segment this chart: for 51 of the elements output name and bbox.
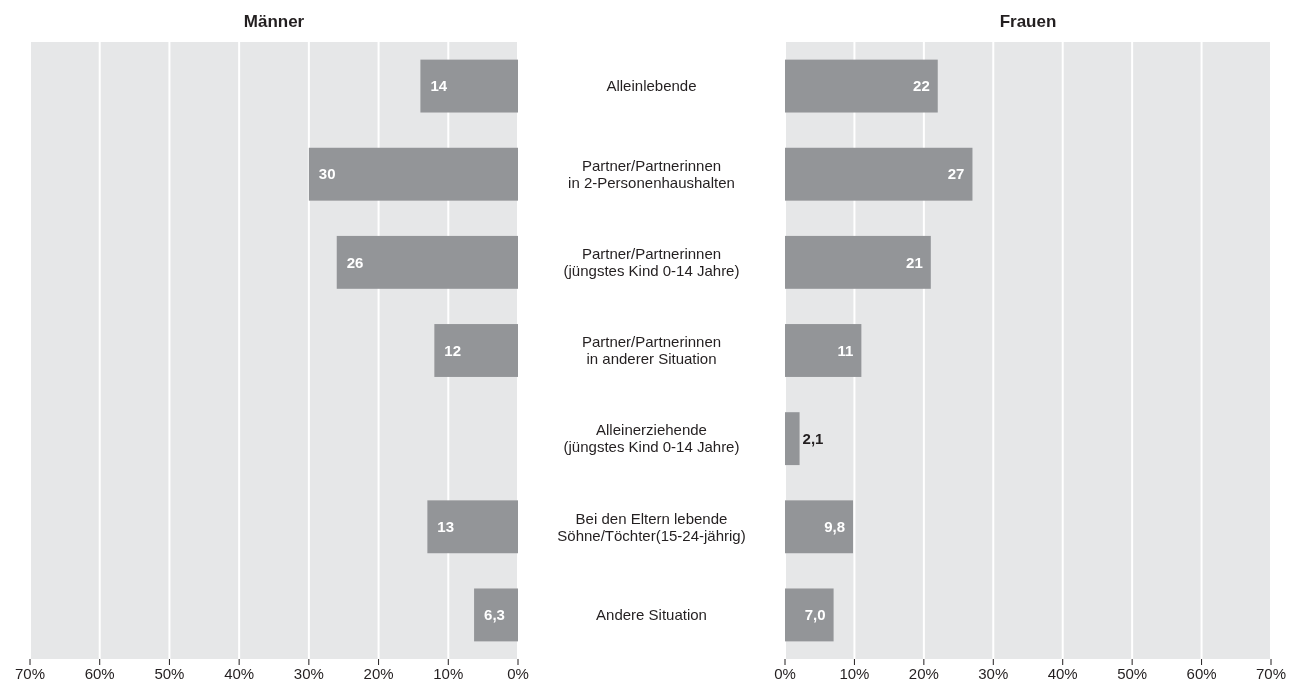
x-tick-label: 50% (1117, 665, 1148, 682)
data-label: 11 (837, 341, 854, 359)
y-tick-label: Partner/Partnerinnen in anderer Situation (581, 333, 722, 368)
bar (308, 147, 518, 201)
data-label: 13 (437, 518, 455, 536)
x-tick-label: 30% (293, 665, 324, 682)
data-label: 9,8 (824, 518, 846, 536)
data-label: 21 (906, 253, 923, 271)
bar (474, 588, 518, 642)
x-tick-label: 60% (1186, 665, 1217, 682)
bar (336, 235, 518, 289)
y-tick-label: Partner/Partnerinnen in 2-Personenhaushalten (568, 156, 735, 191)
data-label: 30 (318, 165, 336, 183)
data-label: 7,0 (804, 606, 826, 624)
x-tick-label: 20% (908, 665, 939, 682)
chart-title: Frauen (999, 12, 1057, 31)
x-tick-label: 40% (1047, 665, 1078, 682)
data-label: 26 (346, 253, 364, 271)
bar (785, 59, 938, 113)
bar (427, 500, 518, 554)
bar (785, 324, 862, 377)
x-tick-label: 70% (14, 665, 46, 682)
bar (785, 235, 931, 289)
y-tick-label: Andere Situation (596, 606, 707, 624)
x-tick-label: 60% (84, 665, 115, 682)
y-tick-label: Alleinlebende (606, 77, 697, 95)
y-tick-label: Alleinerziehende (jüngstes Kind 0-14 Jahre) (563, 421, 740, 456)
y-tick-label: Partner/Partnerinnen (jüngstes Kind 0-14 Jahre) (563, 245, 740, 280)
data-label: 22 (913, 77, 930, 95)
data-label: 27 (947, 165, 965, 183)
data-label: 2,1 (802, 429, 824, 447)
x-tick-label: 30% (978, 665, 1009, 682)
x-tick-label: 0% (774, 665, 796, 682)
x-tick-label: 70% (1255, 665, 1287, 682)
bar (434, 324, 518, 377)
bar (785, 500, 854, 554)
x-tick-label: 50% (154, 665, 185, 682)
bar (420, 59, 518, 113)
bar (785, 147, 973, 201)
y-tick-label: Bei den Eltern lebende Söhne/Töchter(15-24-jährig) (557, 509, 746, 544)
data-label: 12 (444, 341, 462, 359)
x-tick-label: 20% (363, 665, 394, 682)
x-tick-label: 40% (224, 665, 255, 682)
bar (785, 588, 834, 642)
x-tick-label: 10% (433, 665, 464, 682)
chart-title: Männer (243, 12, 305, 31)
x-tick-label: 0% (507, 665, 529, 682)
bar (785, 412, 800, 466)
data-label: 6,3 (484, 606, 505, 624)
x-tick-label: 10% (839, 665, 870, 682)
data-label: 14 (430, 77, 448, 95)
